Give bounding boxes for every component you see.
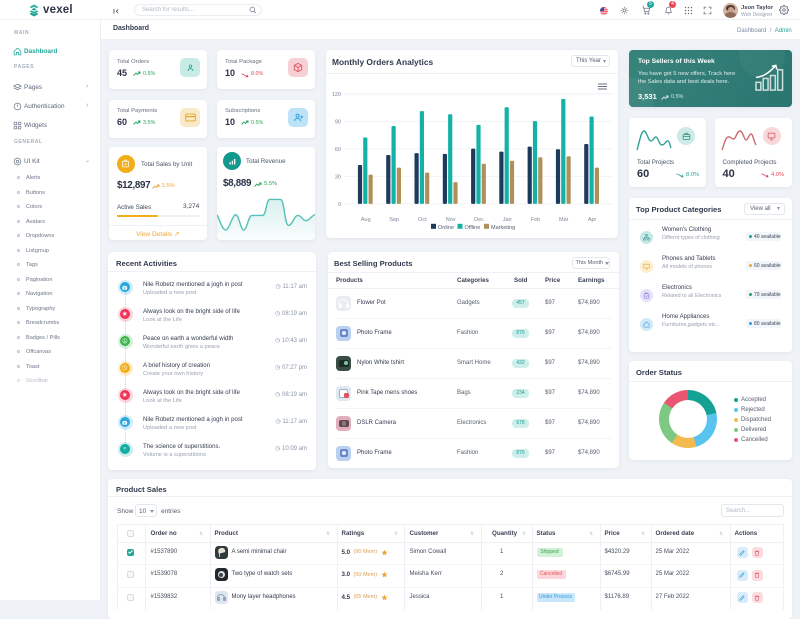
svg-text:Apr: Apr: [588, 217, 597, 223]
svg-text:60: 60: [335, 146, 341, 152]
svg-text:Nov: Nov: [446, 217, 456, 223]
svg-text:Mar: Mar: [559, 217, 569, 223]
svg-text:Jan: Jan: [503, 217, 512, 223]
svg-text:Aug: Aug: [361, 217, 371, 223]
svg-text:90: 90: [335, 119, 341, 125]
svg-text:Online: Online: [438, 224, 454, 230]
svg-text:Offline: Offline: [465, 224, 481, 230]
svg-text:0: 0: [338, 201, 341, 207]
svg-text:Dec: Dec: [474, 217, 484, 223]
svg-text:Sep: Sep: [389, 217, 399, 223]
svg-text:Feb: Feb: [531, 217, 540, 223]
svg-text:Oct: Oct: [418, 217, 427, 223]
svg-text:Marketing: Marketing: [491, 224, 515, 230]
svg-text:30: 30: [335, 174, 341, 180]
svg-text:120: 120: [332, 92, 341, 98]
